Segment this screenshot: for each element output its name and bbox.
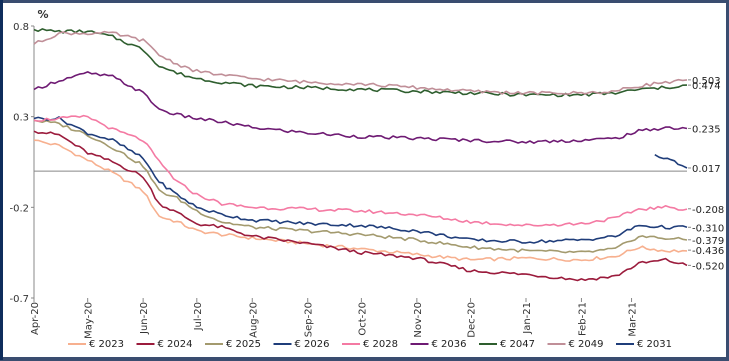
series-line-2036 (33, 71, 688, 144)
series-line-2049 (33, 30, 688, 96)
y-tick-label: -0.2 (9, 203, 29, 214)
x-tick-label: Sep-20 (304, 302, 315, 337)
end-label: -0.379 (692, 236, 724, 247)
legend-label: € 2025 (226, 339, 261, 350)
legend-label: € 2024 (158, 339, 193, 350)
series-line-2047 (33, 28, 688, 98)
x-tick-label: Jan-21 (522, 302, 533, 335)
y-tick-label: 0.8 (13, 22, 29, 33)
x-tick-label: Aug-20 (248, 302, 259, 338)
chart-panel: % 0.8 0.3 -0.2 -0.7 Apr-20 May-20 Jun-20 Jul-20 A… (3, 3, 726, 357)
legend-label: € 2026 (295, 339, 330, 350)
series-line-2026 (33, 116, 688, 244)
series-line-2031 (654, 154, 688, 169)
legend-label: € 2023 (89, 339, 124, 350)
x-tick-label: Jul-20 (193, 302, 204, 331)
legend-label: € 2049 (569, 339, 604, 350)
x-tick-label: Jun-20 (139, 302, 150, 335)
end-label: 0.503 (692, 76, 721, 87)
series-line-2028 (33, 114, 688, 227)
end-label: -0.436 (692, 246, 724, 257)
legend-label: € 2047 (500, 339, 535, 350)
x-tick-label: Apr-20 (30, 302, 41, 335)
frame-left-band (0, 0, 3, 360)
x-tick-label: Feb-21 (577, 302, 588, 336)
series-line-2025 (33, 119, 688, 254)
end-label: -0.310 (692, 223, 724, 234)
end-label: -0.208 (692, 205, 724, 216)
legend-label: € 2036 (432, 339, 467, 350)
x-tick-label: May-20 (84, 302, 95, 339)
end-labels: 0.5030.4740.2350.017-0.208-0.310-0.379-0… (688, 76, 724, 272)
end-label: -0.520 (692, 261, 724, 272)
end-label: 0.474 (692, 81, 721, 92)
legend: € 2023 € 2024 € 2025 € 2026 € 2028 € 2036 € 20… (68, 339, 672, 350)
end-label: 0.017 (692, 164, 721, 175)
x-tick-label: Mar-21 (628, 302, 639, 337)
x-tick-label: Oct-20 (357, 302, 368, 336)
legend-label: € 2028 (363, 339, 398, 350)
x-tick-label: Dec-20 (467, 302, 478, 338)
series-line-2023 (33, 139, 688, 262)
legend-label: € 2031 (637, 339, 672, 350)
y-tick-label: -0.7 (9, 294, 29, 305)
y-axis-label: % (37, 8, 48, 21)
series-lines (33, 28, 688, 282)
y-tick-label: 0.3 (13, 113, 29, 124)
end-label: 0.235 (692, 124, 721, 135)
series-line-2024 (33, 130, 688, 282)
x-tick-label: Nov-20 (413, 302, 424, 338)
